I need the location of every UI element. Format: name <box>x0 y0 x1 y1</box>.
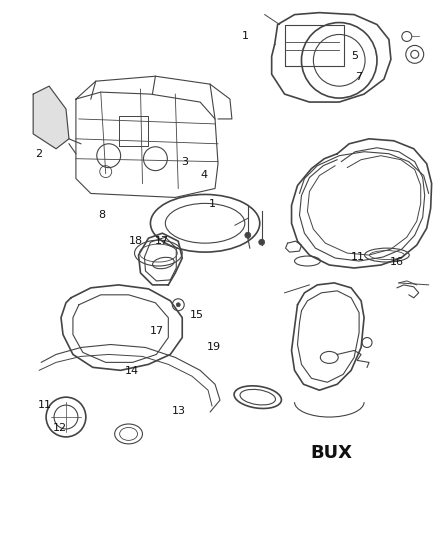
Text: 4: 4 <box>200 171 207 180</box>
Text: 14: 14 <box>125 366 139 376</box>
Text: 15: 15 <box>189 310 203 320</box>
Circle shape <box>245 232 251 238</box>
Text: 7: 7 <box>356 72 363 82</box>
Text: 17: 17 <box>155 236 169 246</box>
Text: 5: 5 <box>351 51 358 61</box>
Circle shape <box>259 239 265 245</box>
Text: 3: 3 <box>182 157 188 167</box>
Text: BUX: BUX <box>310 444 352 462</box>
Text: 13: 13 <box>172 406 186 416</box>
Text: 16: 16 <box>389 257 403 267</box>
Text: 11: 11 <box>351 252 365 262</box>
Polygon shape <box>33 86 69 149</box>
Circle shape <box>176 303 180 307</box>
Text: 11: 11 <box>38 400 52 410</box>
Text: 12: 12 <box>53 423 67 433</box>
Text: 19: 19 <box>207 342 221 352</box>
Text: 8: 8 <box>98 209 105 220</box>
Text: 2: 2 <box>35 149 42 159</box>
Text: 18: 18 <box>129 236 143 246</box>
Text: 1: 1 <box>242 31 249 41</box>
Text: 1: 1 <box>209 199 216 209</box>
Text: 17: 17 <box>150 326 164 336</box>
